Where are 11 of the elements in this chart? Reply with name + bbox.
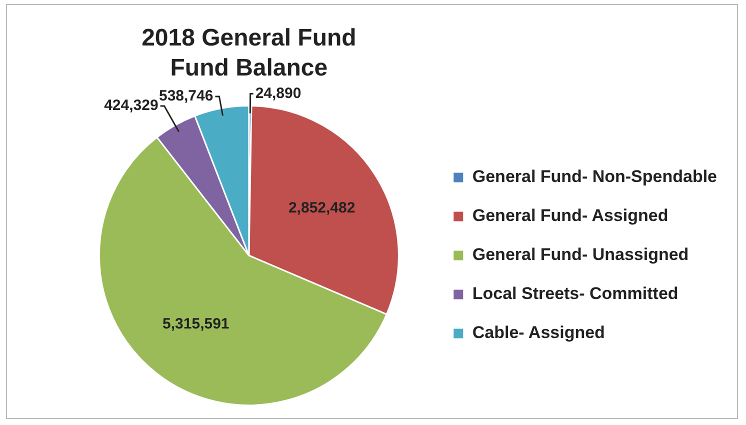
data-label: 24,890 [255,84,302,102]
data-label: 5,315,591 [162,315,230,332]
legend-label: General Fund- Assigned [472,206,668,226]
chart-title: 2018 General Fund Fund Balance [142,24,356,82]
legend-label: Cable- Assigned [472,323,605,342]
data-label: 424,329 [104,97,158,114]
data-label: 538,746 [158,88,214,105]
legend-label: General Fund- Non-Spendable [472,167,717,186]
legend-label: Local Streets- Committed [472,284,678,304]
legend-label: General Fund- Unassigned [472,245,689,264]
data-label: 2,852,482 [288,199,356,216]
